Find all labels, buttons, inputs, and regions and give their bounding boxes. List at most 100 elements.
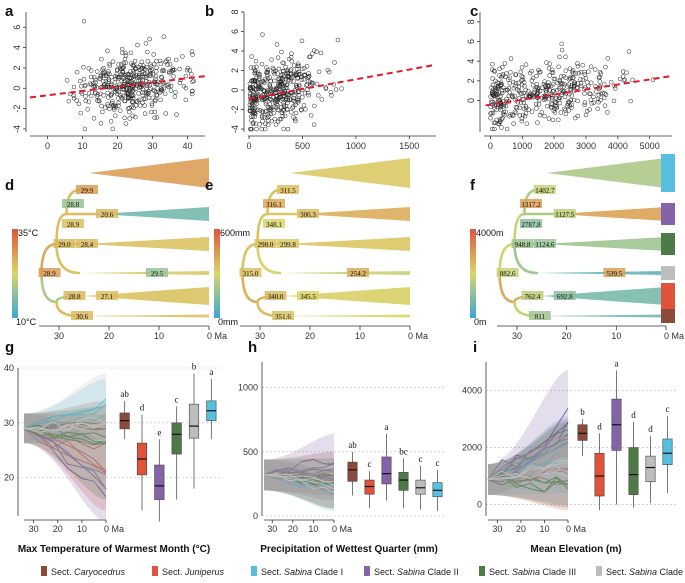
trait-envelope — [488, 370, 568, 505]
scatter-point — [149, 109, 154, 115]
scatter-point — [278, 73, 284, 78]
scatter-point — [163, 59, 168, 65]
scatter-point — [547, 61, 553, 66]
scatter-point — [81, 64, 86, 70]
scatter-point — [91, 116, 97, 121]
time-tick-label: 0 Ma — [408, 331, 428, 341]
trait-envelope — [488, 436, 568, 504]
scatter-point — [271, 78, 277, 84]
scatter-point — [550, 89, 556, 94]
scatter-point — [490, 82, 496, 88]
boxplot-SabinaI: c — [662, 404, 673, 494]
y-tick-label: 0 — [12, 86, 22, 91]
scatter-point — [602, 91, 607, 96]
scatter-point — [296, 83, 302, 89]
legend-item-Caryocedrus: Sect. Caryocedrus — [41, 566, 126, 577]
scatter-point — [583, 112, 589, 118]
scatter-point — [513, 83, 518, 89]
node-value-bg — [519, 199, 542, 208]
scatter-point — [278, 75, 283, 81]
scatter-point — [546, 80, 551, 85]
scatter-point — [177, 80, 183, 86]
boxplot-Juniperus: d — [136, 403, 148, 511]
scatter-point — [275, 119, 281, 124]
node-value: 28.4 — [81, 241, 94, 249]
scatter-point — [144, 83, 150, 88]
scatter-point — [135, 98, 140, 104]
scatter-point — [249, 78, 255, 83]
scatter-point — [285, 70, 291, 75]
scatter-point — [115, 96, 121, 101]
scatter-point — [281, 93, 287, 99]
scatter-point — [140, 93, 146, 98]
scatter-point — [571, 75, 576, 80]
scatter-point — [85, 107, 90, 112]
scatter-point — [149, 101, 155, 106]
scatter-point — [168, 88, 174, 93]
scatter-point — [152, 115, 157, 120]
panel-label-e: e — [205, 177, 213, 194]
y-tick-label: 8 — [466, 19, 476, 24]
scatter-point — [168, 83, 174, 89]
scatter-point — [98, 121, 104, 126]
node-value: 692.8 — [557, 293, 573, 301]
scatter-point — [566, 99, 571, 104]
scatter-point — [152, 98, 158, 104]
scatter-point — [126, 109, 132, 115]
node-value-bg — [76, 185, 98, 194]
scatter-point — [271, 110, 276, 116]
scatter-point — [546, 96, 552, 102]
box-body — [347, 461, 358, 482]
scatter-point — [602, 103, 608, 108]
scatter-point — [74, 98, 79, 103]
node-value: 306.3 — [300, 211, 316, 219]
scatter-point — [306, 90, 311, 96]
significance-letter: d — [597, 421, 602, 431]
scatter-point — [493, 86, 498, 92]
lineage-trace — [263, 474, 335, 495]
scatter-point — [620, 69, 626, 74]
scatter-point — [518, 69, 523, 75]
scatter-point — [122, 115, 127, 121]
clade-color-bar — [661, 154, 675, 192]
scatter-point — [569, 93, 574, 98]
y-tick-label: 0 — [230, 88, 240, 93]
scatter-point — [167, 61, 173, 67]
significance-letter: d — [631, 410, 636, 420]
scatter-point — [502, 112, 507, 118]
significance-letter: ab — [120, 389, 129, 399]
node-value-bg — [297, 209, 319, 218]
scatter-point — [272, 68, 278, 74]
scatter-point — [294, 71, 299, 76]
scatter-point — [494, 107, 499, 113]
scatter-point — [135, 42, 140, 48]
scatter-point — [546, 66, 552, 71]
scatter-point — [248, 87, 253, 92]
scatter-point — [489, 67, 495, 72]
scatter-point — [123, 87, 129, 93]
scatter-point — [503, 74, 508, 79]
scatter-point — [259, 61, 265, 67]
scatter-point — [588, 97, 594, 103]
node-value-bg — [62, 219, 84, 228]
legend-italic: Sabina — [284, 567, 312, 577]
scatter-point — [308, 113, 314, 118]
scatter-point — [125, 74, 131, 80]
trait-envelope — [264, 459, 334, 511]
scatter-point — [152, 88, 157, 94]
scatter-point — [140, 77, 146, 83]
scatter-point — [157, 58, 163, 64]
lineage-trace — [23, 427, 107, 474]
node-value: 340.0 — [268, 293, 284, 301]
scatter-point — [259, 126, 265, 132]
scatter-point — [120, 69, 126, 75]
scatter-point — [248, 126, 253, 132]
box-body — [645, 455, 656, 483]
scatter-point — [279, 49, 284, 55]
scatter-point — [129, 93, 134, 99]
panel-label-c: c — [470, 3, 478, 20]
node-value: 28.9 — [67, 221, 80, 229]
scatter-point — [187, 68, 193, 73]
y-tick-label: -4 — [230, 125, 240, 133]
scatter-point — [280, 114, 286, 119]
